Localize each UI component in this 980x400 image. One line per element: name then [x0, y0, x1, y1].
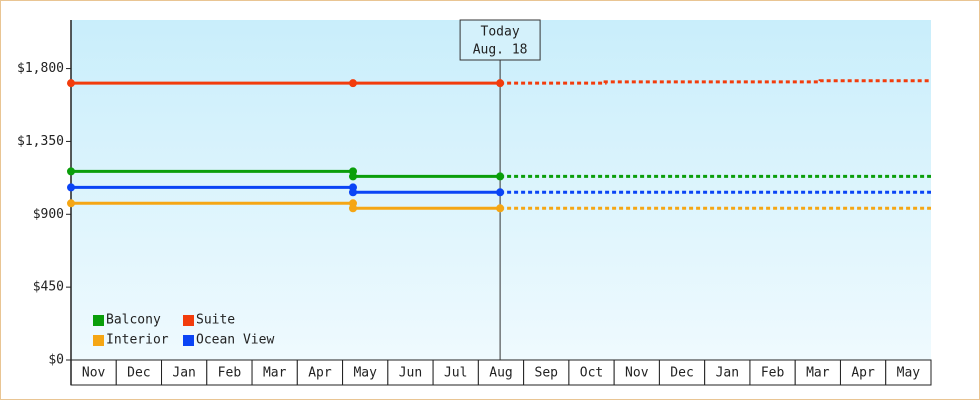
- legend-label: Interior: [106, 333, 169, 348]
- x-tick-label: Mar: [263, 366, 287, 381]
- month-cell: [251, 359, 298, 386]
- legend-label: Balcony: [106, 313, 161, 328]
- y-tick-label: $1,800: [17, 61, 64, 76]
- month-cell: [839, 359, 887, 386]
- price-point: [496, 172, 505, 181]
- month-cell: [296, 359, 344, 386]
- price-point: [67, 199, 75, 208]
- x-tick-label: Aug: [489, 366, 512, 381]
- legend-label: Suite: [196, 313, 235, 328]
- y-tick-label: $900: [33, 207, 64, 222]
- x-tick-label: Sep: [535, 366, 559, 381]
- x-tick-label: Dec: [670, 366, 693, 381]
- x-tick-label: Feb: [218, 366, 242, 381]
- x-tick-label: Feb: [761, 366, 785, 381]
- price-point: [67, 79, 75, 88]
- month-cell: [523, 359, 570, 386]
- month-cell: [613, 359, 660, 386]
- x-tick-label: Jan: [716, 366, 739, 381]
- x-tick-label: Jan: [172, 366, 195, 381]
- price-point: [67, 167, 75, 176]
- price-point: [67, 183, 75, 192]
- month-cell: [477, 359, 525, 386]
- today-box: [459, 19, 541, 61]
- price-point: [348, 204, 357, 213]
- month-cell: [70, 359, 117, 386]
- y-tick-label: $0: [48, 353, 64, 368]
- y-tick-label: $450: [33, 280, 64, 295]
- today-label: Today: [481, 25, 520, 40]
- x-tick-label: Oct: [580, 366, 603, 381]
- month-cell: [387, 359, 434, 386]
- legend-swatch: [183, 315, 194, 326]
- y-tick-label: $1,350: [17, 134, 64, 149]
- price-point: [496, 79, 505, 88]
- x-tick-label: Mar: [806, 366, 830, 381]
- x-tick-label: May: [353, 366, 377, 381]
- month-cell: [885, 359, 932, 386]
- month-cell: [658, 359, 706, 386]
- month-cell: [749, 359, 796, 386]
- price-point: [348, 172, 357, 181]
- legend-swatch: [93, 335, 104, 346]
- legend-label: Ocean View: [196, 333, 274, 348]
- x-tick-label: Nov: [625, 366, 649, 381]
- month-cell: [794, 359, 841, 386]
- month-cell: [704, 359, 751, 386]
- price-point: [348, 188, 357, 197]
- price-point: [348, 79, 357, 88]
- month-cell: [342, 359, 389, 386]
- x-tick-label: Jun: [399, 366, 422, 381]
- x-tick-label: Nov: [82, 366, 106, 381]
- price-point: [496, 204, 505, 213]
- x-tick-label: May: [897, 366, 921, 381]
- forecast-line: [500, 79, 931, 85]
- month-cell: [568, 359, 615, 386]
- legend-swatch: [183, 335, 194, 346]
- x-tick-label: Dec: [127, 366, 150, 381]
- x-tick-label: Apr: [308, 366, 332, 381]
- price-point: [496, 188, 505, 197]
- legend-swatch: [93, 315, 104, 326]
- x-tick-label: Apr: [851, 366, 875, 381]
- today-label: Aug. 18: [473, 43, 528, 58]
- x-tick-label: Jul: [444, 366, 467, 381]
